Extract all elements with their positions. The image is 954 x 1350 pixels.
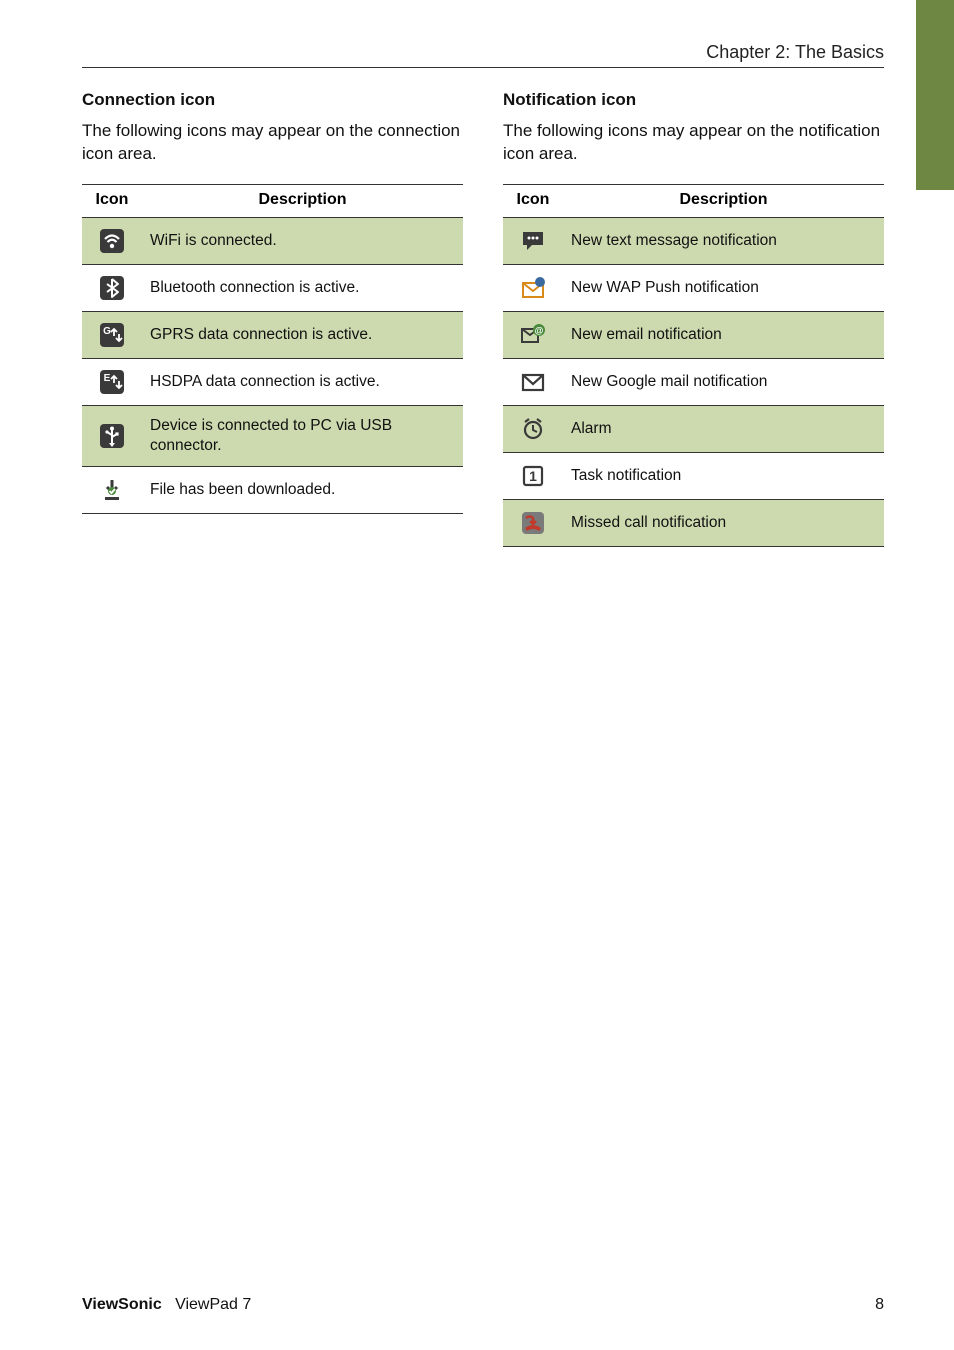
table-desc: New email notification: [563, 311, 884, 358]
table-desc: Task notification: [563, 452, 884, 499]
connection-title: Connection icon: [82, 90, 463, 110]
connection-section: Connection icon The following icons may …: [82, 90, 463, 547]
download-icon: [99, 477, 125, 503]
table-desc: WiFi is connected.: [142, 217, 463, 264]
table-desc: Alarm: [563, 405, 884, 452]
chapter-header: Chapter 2: The Basics: [82, 42, 884, 68]
table-row: New WAP Push notification: [503, 264, 884, 311]
footer-brand: ViewSonic ViewPad 7: [82, 1296, 251, 1314]
table-row: Bluetooth connection is active.: [82, 264, 463, 311]
sms-icon: [520, 228, 546, 254]
table-desc: Missed call notification: [563, 499, 884, 546]
table-row: @ New email notification: [503, 311, 884, 358]
side-tab: [916, 0, 954, 190]
table-row: New text message notification: [503, 217, 884, 264]
table-desc: Device is connected to PC via USB connec…: [142, 405, 463, 466]
missed-call-icon: [520, 510, 546, 536]
table-row: WiFi is connected.: [82, 217, 463, 264]
page-number: 8: [875, 1296, 884, 1314]
alarm-icon: [520, 416, 546, 442]
wap-push-icon: [520, 275, 546, 301]
usb-icon: [99, 423, 125, 449]
bluetooth-icon: [99, 275, 125, 301]
table-row: E HSDPA data connection is active.: [82, 358, 463, 405]
svg-text:G: G: [103, 326, 111, 337]
col-header-desc: Description: [142, 184, 463, 217]
table-desc: HSDPA data connection is active.: [142, 358, 463, 405]
notification-section: Notification icon The following icons ma…: [503, 90, 884, 547]
gprs-icon: G: [99, 322, 125, 348]
table-desc: GPRS data connection is active.: [142, 311, 463, 358]
notification-table: Icon Description New text message notifi…: [503, 184, 884, 547]
table-row: Missed call notification: [503, 499, 884, 546]
svg-text:E: E: [104, 373, 111, 384]
wifi-icon: [99, 228, 125, 254]
table-desc: New text message notification: [563, 217, 884, 264]
col-header-icon: Icon: [503, 184, 563, 217]
table-row: G GPRS data connection is active.: [82, 311, 463, 358]
table-desc: File has been downloaded.: [142, 467, 463, 514]
email-at-icon: @: [520, 322, 546, 348]
col-header-desc: Description: [563, 184, 884, 217]
svg-text:1: 1: [529, 468, 537, 484]
svg-text:@: @: [535, 325, 544, 335]
connection-intro: The following icons may appear on the co…: [82, 120, 463, 166]
col-header-icon: Icon: [82, 184, 142, 217]
gmail-icon: [520, 369, 546, 395]
table-row: 1 Task notification: [503, 452, 884, 499]
hsdpa-icon: E: [99, 369, 125, 395]
table-row: Alarm: [503, 405, 884, 452]
notification-intro: The following icons may appear on the no…: [503, 120, 884, 166]
table-row: File has been downloaded.: [82, 467, 463, 514]
table-desc: Bluetooth connection is active.: [142, 264, 463, 311]
table-desc: New Google mail notification: [563, 358, 884, 405]
table-desc: New WAP Push notification: [563, 264, 884, 311]
notification-title: Notification icon: [503, 90, 884, 110]
footer: ViewSonic ViewPad 7 8: [82, 1296, 884, 1314]
table-row: New Google mail notification: [503, 358, 884, 405]
task-icon: 1: [520, 463, 546, 489]
connection-table: Icon Description WiFi is connected.: [82, 184, 463, 514]
table-row: Device is connected to PC via USB connec…: [82, 405, 463, 466]
